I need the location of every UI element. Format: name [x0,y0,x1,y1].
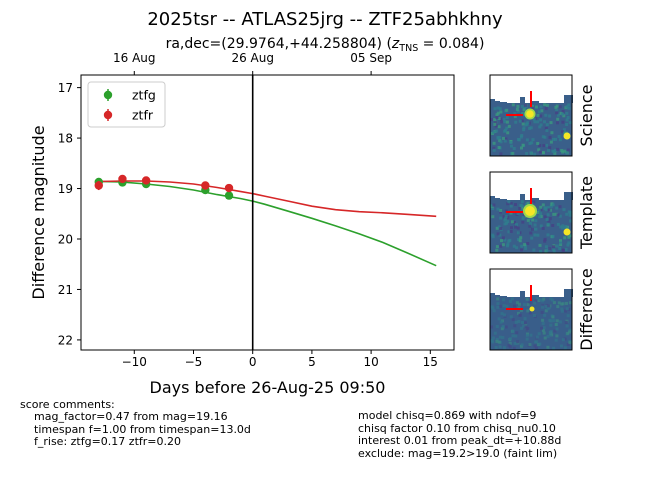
stamp-label-science: Science [577,84,596,146]
score-comments-header: score comments: [20,398,115,411]
stamp-difference: Difference [489,268,596,351]
model-comment-line: model chisq=0.869 with ndof=9 [358,409,537,422]
image-stamps: Science Template Difference [489,74,596,351]
x-tick-label: 0 [249,355,257,369]
chart-title: 2025tsr -- ATLAS25jrg -- ZTF25abhkhny [147,9,503,30]
score-comment-line: mag_factor=0.47 from mag=19.16 [34,410,228,423]
data-point-ztfg [224,191,234,200]
x-tick-label: 15 [423,355,438,369]
legend-item-ztfg: ztfg [103,88,156,103]
score-comments-left: mag_factor=0.47 from mag=19.16 timespan f… [34,410,251,449]
x-tick-label: −5 [185,355,203,369]
score-comments-right: model chisq=0.869 with ndof=9 chisq facto… [358,409,562,460]
y-tick-label: 22 [58,333,73,347]
x-tick-label: 10 [363,355,378,369]
y-tick-label: 19 [58,182,73,196]
data-point-ztfr [118,174,127,184]
x-tick-label: 5 [308,355,316,369]
data-point-ztfr [141,176,151,185]
svg-text:ztfr: ztfr [132,108,154,123]
model-comment-line: exclude: mag=19.2>19.0 (faint lim) [358,446,558,460]
legend: ztfg ztfr [87,81,166,128]
stamp-label-difference: Difference [577,268,596,350]
main-plot-axes: −10 −5 0 5 10 15 17 18 19 20 21 22 16 Aug 26 Aug 05 Se… [29,51,455,397]
data-point-ztfr [94,180,103,191]
y-tick-label: 20 [58,232,73,246]
y-tick-label: 21 [58,283,73,297]
y-axis-label: Difference magnitude [29,125,48,299]
stamp-science: Science [489,74,596,157]
score-comment-line: f_rise: ztfg=0.17 ztfr=0.20 [34,435,181,448]
stamp-label-template: Template [577,176,596,250]
legend-item-ztfr: ztfr [103,108,154,123]
plot-frame [80,74,455,351]
model-curve-ztfr [98,180,437,218]
x-tick-label: −10 [122,355,147,369]
chart-subtitle: ra,dec=(29.9764,+44.258804) (zTNS = 0.08… [166,36,485,54]
x-axis-label: Days before 26-Aug-25 09:50 [150,378,386,397]
y-tick-label: 17 [58,81,73,95]
top-tick-label: 26 Aug [231,51,274,65]
model-curve-ztfg [98,180,437,267]
y-tick-label: 18 [58,132,73,146]
top-tick-label: 05 Sep [350,51,392,65]
stamp-template: Template [489,171,596,254]
model-comment-line: chisq factor 0.10 from chisq_nu0.10 [358,421,556,435]
top-tick-label: 16 Aug [113,51,156,65]
svg-text:ztfg: ztfg [132,88,156,103]
data-point-ztfr [224,183,234,193]
data-point-ztfr [201,181,210,190]
model-comment-line: interest 0.01 from peak_dt=+10.88d [358,434,562,447]
score-comment-line: timespan f=1.00 from timespan=13.0d [34,422,251,436]
